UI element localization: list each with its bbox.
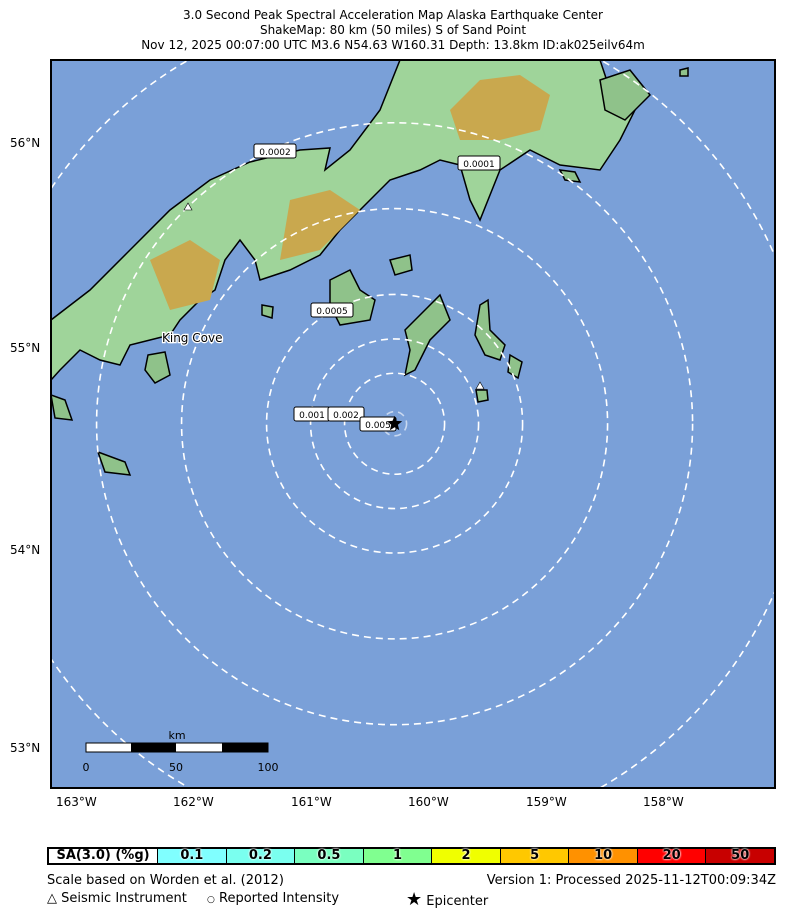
island <box>599 69 652 121</box>
contour-ring <box>309 338 480 510</box>
contour-labels: 0.0002 0.0001 0.0005 0.001 0.002 0.005 <box>253 143 501 432</box>
svg-text:0: 0 <box>83 761 90 774</box>
lon-tick: 161°W <box>291 795 332 809</box>
legend-bin: 1 <box>362 849 432 863</box>
contour-ring <box>180 207 609 640</box>
island <box>474 298 506 361</box>
seismic-station-icon <box>183 202 485 390</box>
svg-text:50: 50 <box>169 761 183 774</box>
contour-label: 0.001 <box>293 406 331 422</box>
legend-bin: 2 <box>431 849 500 863</box>
lon-tick: 160°W <box>408 795 449 809</box>
contour-label: 0.0001 <box>457 155 501 171</box>
svg-text:100: 100 <box>258 761 279 774</box>
map-frame <box>50 59 776 789</box>
ocean <box>51 60 775 788</box>
lat-tick: 56°N <box>10 136 41 150</box>
star-icon: ★ <box>406 889 423 910</box>
seismic-instrument-label: Seismic Instrument <box>61 891 187 906</box>
island <box>558 169 582 183</box>
epicenter-star-icon <box>387 415 403 431</box>
island <box>389 254 413 276</box>
svg-text:0.002: 0.002 <box>333 411 359 421</box>
island <box>51 394 74 421</box>
intensity-legend: SA(3.0) (%g) 0.1 0.2 0.5 1 2 5 10 20 50 <box>47 847 776 865</box>
contour-label: 0.0002 <box>253 143 297 159</box>
legend-bin: 10 <box>568 849 637 863</box>
island <box>403 293 451 377</box>
map-title: 3.0 Second Peak Spectral Acceleration Ma… <box>183 8 603 22</box>
lon-tick: 162°W <box>173 795 214 809</box>
svg-text:0.0001: 0.0001 <box>463 160 495 170</box>
contour-ring <box>265 293 524 554</box>
terrain-high <box>150 75 550 310</box>
scale-note: Scale based on Worden et al. (2012) <box>47 873 284 888</box>
svg-text:0.0002: 0.0002 <box>259 148 291 158</box>
epicenter-label: Epicenter <box>426 894 489 909</box>
circle-icon: ○ <box>207 895 215 905</box>
triangle-icon: △ <box>47 891 57 906</box>
lat-tick: 55°N <box>10 341 41 355</box>
lon-tick: 159°W <box>526 795 567 809</box>
legend-bin: 0.2 <box>225 849 295 863</box>
legend-bin: 0.5 <box>294 849 363 863</box>
place-label-king-cove: King Cove <box>162 331 222 345</box>
version-info: Version 1: Processed 2025-11-12T00:09:34… <box>486 873 776 888</box>
contour-ring <box>343 372 446 476</box>
svg-text:km: km <box>168 729 185 742</box>
legend-label: SA(3.0) (%g) <box>49 849 158 863</box>
island <box>679 67 689 77</box>
legend-bin: 20 <box>636 849 706 863</box>
island <box>144 351 171 384</box>
svg-text:0.0005: 0.0005 <box>316 307 348 317</box>
contour-label: 0.002 <box>327 406 365 422</box>
island <box>261 304 274 319</box>
lon-tick: 163°W <box>56 795 97 809</box>
lon-tick: 158°W <box>643 795 684 809</box>
reported-intensity-label: Reported Intensity <box>219 891 340 906</box>
lat-tick: 54°N <box>10 543 41 557</box>
contour-label: 0.0005 <box>310 302 354 318</box>
contour-rings <box>51 60 775 788</box>
contour-ring <box>95 121 694 726</box>
legend-bin: 0.1 <box>157 849 226 863</box>
land <box>51 60 689 476</box>
lat-tick: 53°N <box>10 741 41 755</box>
scalebar: km 0 50 100 <box>83 729 279 774</box>
svg-text:0.005: 0.005 <box>365 421 391 431</box>
map-subtitle: ShakeMap: 80 km (50 miles) S of Sand Poi… <box>259 23 527 37</box>
shakemap: 0.0002 0.0001 0.0005 0.001 0.002 0.005 K… <box>50 59 776 789</box>
island <box>475 389 489 403</box>
legend-bin: 5 <box>499 849 569 863</box>
legend-bin: 50 <box>705 849 774 863</box>
island <box>96 450 132 476</box>
svg-text:0.001: 0.001 <box>299 411 325 421</box>
event-details: Nov 12, 2025 00:07:00 UTC M3.6 N54.63 W1… <box>141 38 645 52</box>
